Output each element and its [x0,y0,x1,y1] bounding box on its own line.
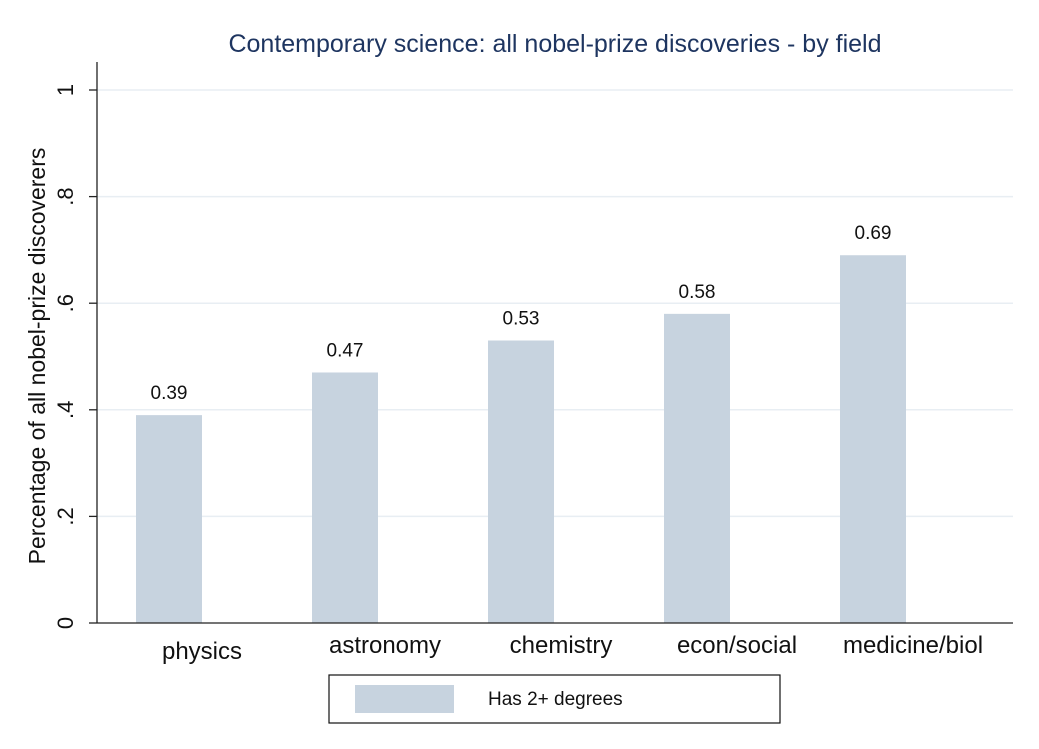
bar [312,372,378,623]
data-label: 0.69 [855,223,892,244]
legend-label: Has 2+ degrees [488,689,623,710]
y-tick-label: .6 [53,294,78,312]
chart-title: Contemporary science: all nobel-prize di… [228,30,881,58]
bar [664,313,730,623]
y-tick-label: 1 [53,84,78,96]
y-tick-label: 0 [53,617,78,629]
data-label: 0.47 [327,340,364,361]
bar [488,340,554,623]
x-tick-label: econ/social [677,632,797,659]
legend-swatch [355,685,454,713]
y-tick-label: .2 [53,507,78,525]
data-label: 0.39 [151,383,188,404]
x-tick-label: physics [162,638,242,665]
data-label: 0.58 [679,282,716,303]
y-tick-label: .4 [53,401,78,419]
y-axis-title: Percentage of all nobel-prize discoverer… [24,148,50,565]
x-tick-label: medicine/biol [843,632,983,659]
x-tick-label: astronomy [329,632,441,659]
y-tick-label: .8 [53,187,78,205]
legend: Has 2+ degrees [328,674,781,724]
axes: 0 .2 .4 .6 .8 1 physics astronomy chemistry econ/… [53,62,1013,665]
bar [136,415,202,623]
data-label: 0.53 [503,309,540,330]
bars: 0.39 0.47 0.53 0.58 0.69 [136,223,906,624]
bar [840,255,906,624]
x-tick-label: chemistry [510,632,613,659]
